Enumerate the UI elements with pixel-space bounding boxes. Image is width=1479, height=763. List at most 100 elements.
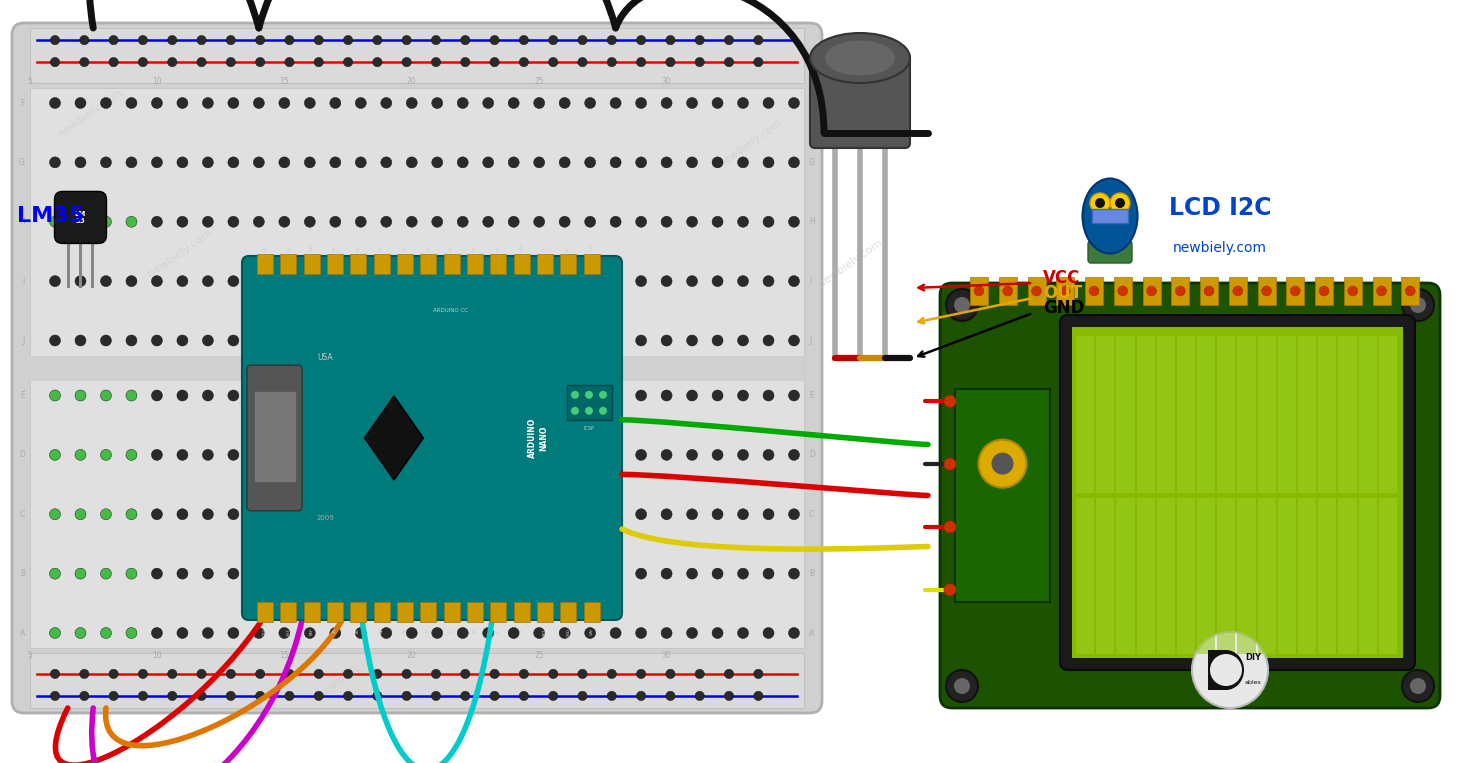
Circle shape — [738, 627, 748, 639]
Circle shape — [711, 275, 723, 287]
Circle shape — [661, 335, 671, 346]
Circle shape — [666, 35, 674, 45]
Circle shape — [636, 157, 646, 168]
Circle shape — [355, 568, 367, 579]
Circle shape — [75, 449, 86, 460]
Circle shape — [457, 568, 469, 579]
Circle shape — [402, 35, 411, 45]
Circle shape — [280, 98, 290, 108]
Circle shape — [314, 35, 324, 45]
Ellipse shape — [1083, 179, 1137, 253]
Circle shape — [661, 509, 671, 520]
Circle shape — [738, 216, 748, 227]
Circle shape — [559, 568, 571, 579]
Circle shape — [788, 335, 800, 346]
Circle shape — [101, 449, 111, 460]
Circle shape — [584, 157, 596, 168]
Bar — [584, 602, 599, 622]
Circle shape — [661, 216, 671, 227]
Circle shape — [432, 390, 442, 401]
Circle shape — [636, 57, 646, 67]
Ellipse shape — [825, 40, 895, 76]
Bar — [537, 602, 553, 622]
Circle shape — [402, 57, 411, 67]
Circle shape — [482, 216, 494, 227]
Text: LCD I2C: LCD I2C — [1168, 196, 1272, 220]
Circle shape — [606, 669, 617, 678]
Circle shape — [407, 275, 417, 287]
Circle shape — [177, 216, 188, 227]
Bar — [566, 385, 612, 420]
Circle shape — [1347, 286, 1358, 296]
Text: newbiely.com: newbiely.com — [1173, 241, 1268, 255]
Circle shape — [457, 275, 469, 287]
Circle shape — [49, 568, 61, 579]
Bar — [1197, 336, 1216, 492]
Circle shape — [711, 335, 723, 346]
FancyBboxPatch shape — [1089, 241, 1131, 263]
Bar — [396, 602, 413, 622]
Circle shape — [457, 509, 469, 520]
Circle shape — [611, 390, 621, 401]
Bar — [254, 391, 296, 481]
Circle shape — [509, 275, 519, 287]
Circle shape — [738, 335, 748, 346]
Text: D2: D2 — [497, 246, 500, 251]
Circle shape — [944, 458, 955, 470]
Circle shape — [330, 627, 340, 639]
Circle shape — [101, 275, 111, 287]
Bar — [374, 254, 389, 274]
Text: 10: 10 — [152, 651, 161, 659]
Circle shape — [49, 509, 61, 520]
Bar — [1299, 497, 1316, 654]
Bar — [467, 602, 484, 622]
Circle shape — [534, 216, 544, 227]
Circle shape — [725, 35, 734, 45]
Text: 5: 5 — [27, 651, 33, 659]
Circle shape — [509, 157, 519, 168]
Circle shape — [75, 627, 86, 639]
Circle shape — [686, 216, 698, 227]
Circle shape — [686, 568, 698, 579]
Circle shape — [126, 449, 138, 460]
Circle shape — [343, 669, 352, 678]
Circle shape — [482, 275, 494, 287]
Circle shape — [686, 627, 698, 639]
Circle shape — [151, 627, 163, 639]
Text: TX1: TX1 — [590, 243, 593, 251]
Bar — [420, 254, 436, 274]
Circle shape — [330, 275, 340, 287]
Circle shape — [763, 390, 774, 401]
Circle shape — [559, 275, 571, 287]
Circle shape — [559, 509, 571, 520]
Text: D6: D6 — [402, 246, 407, 251]
Circle shape — [534, 157, 544, 168]
Bar — [281, 602, 296, 622]
Circle shape — [355, 275, 367, 287]
Circle shape — [228, 335, 240, 346]
Circle shape — [534, 390, 544, 401]
Circle shape — [49, 98, 61, 108]
Text: RX0: RX0 — [566, 243, 571, 251]
Circle shape — [661, 390, 671, 401]
Circle shape — [280, 627, 290, 639]
Circle shape — [305, 509, 315, 520]
Circle shape — [509, 335, 519, 346]
Bar — [1238, 336, 1256, 492]
Circle shape — [126, 627, 138, 639]
Circle shape — [1115, 198, 1126, 208]
Bar — [1197, 497, 1216, 654]
Circle shape — [151, 216, 163, 227]
Bar — [1171, 277, 1189, 305]
Circle shape — [177, 449, 188, 460]
Circle shape — [559, 157, 571, 168]
Circle shape — [253, 275, 265, 287]
Bar — [1359, 336, 1377, 492]
Circle shape — [763, 509, 774, 520]
Circle shape — [305, 449, 315, 460]
Circle shape — [280, 275, 290, 287]
Circle shape — [788, 275, 800, 287]
Circle shape — [1402, 670, 1435, 702]
Circle shape — [432, 157, 442, 168]
Circle shape — [253, 390, 265, 401]
